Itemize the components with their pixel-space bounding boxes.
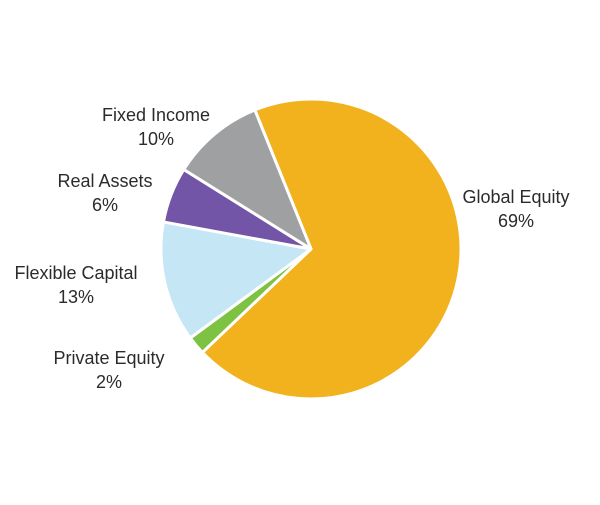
slice-label-global-equity: Global Equity <box>462 187 569 207</box>
pie-slice-fixed-income <box>182 108 313 251</box>
slice-label-fixed-income: Fixed Income <box>102 105 210 125</box>
slice-label-private-equity: Private Equity <box>53 348 164 368</box>
pie-labels: Global Equity 69% Private Equity 2% Flexible… <box>14 105 569 392</box>
slice-label-real-assets: Real Assets <box>57 171 152 191</box>
slice-value-flexible-capital: 13% <box>58 287 94 307</box>
slice-value-real-assets: 6% <box>92 195 118 215</box>
pie-slices <box>159 97 463 401</box>
slice-value-fixed-income: 10% <box>138 129 174 149</box>
pie-slice-flexible-capital <box>159 220 313 340</box>
pie-slice-global-equity <box>200 97 463 401</box>
slice-value-global-equity: 69% <box>498 211 534 231</box>
slice-label-flexible-capital: Flexible Capital <box>14 263 137 283</box>
slice-value-private-equity: 2% <box>96 372 122 392</box>
